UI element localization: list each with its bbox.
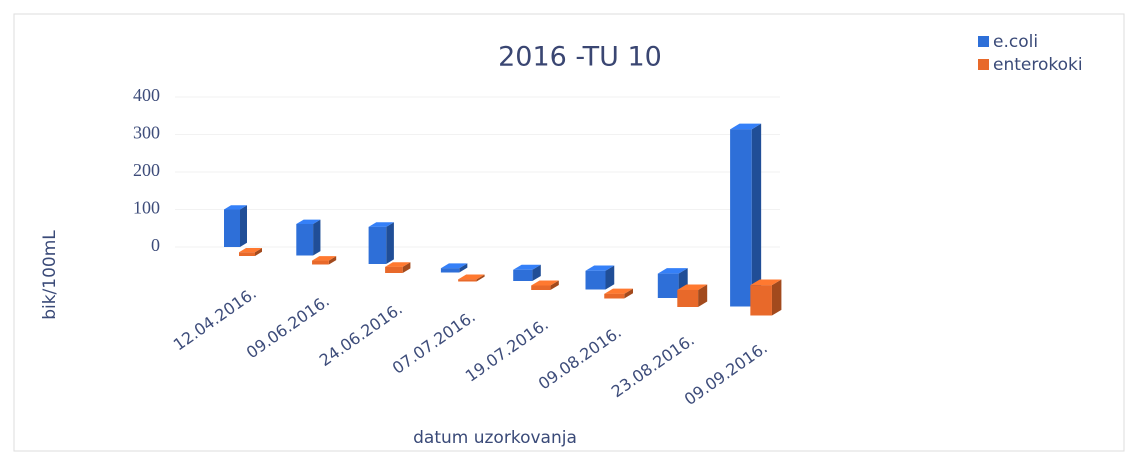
bar-side: [550, 280, 559, 290]
bar-side: [313, 219, 321, 256]
bar: [385, 266, 403, 273]
x-tick-label: 09.09.2016.: [681, 338, 771, 409]
bar: [440, 268, 460, 273]
bar-top: [585, 265, 615, 271]
bar-side: [402, 262, 411, 273]
y-tick-label: 0: [151, 235, 160, 255]
bar: [458, 279, 477, 282]
bar: [312, 260, 329, 265]
legend-label: e.coli: [993, 32, 1038, 52]
bar-top: [368, 222, 394, 227]
bar-top: [385, 262, 411, 267]
bar-side: [240, 205, 247, 247]
y-tick-label: 300: [133, 123, 160, 143]
bar-top: [677, 284, 708, 290]
bar: [730, 129, 752, 307]
bar-top: [750, 279, 782, 286]
bar-top: [224, 205, 247, 210]
bar-top: [296, 219, 321, 224]
bar: [677, 289, 699, 307]
chart-frame: [13, 13, 1125, 452]
bar-top: [312, 256, 337, 261]
chart-title: 2016 -TU 10: [498, 42, 662, 73]
legend-swatch: [978, 59, 989, 70]
bar-side: [476, 274, 485, 282]
legend-label: enterokoki: [993, 55, 1083, 75]
bar-side: [751, 123, 762, 307]
bar-side: [386, 222, 394, 264]
legend-swatch: [978, 36, 989, 47]
y-tick-label: 400: [133, 85, 160, 105]
x-axis-title: datum uzorkovanja: [413, 428, 577, 448]
bar-top: [657, 268, 688, 274]
bar: [513, 269, 533, 281]
bar-side: [532, 264, 541, 281]
bar-top: [239, 248, 262, 253]
bar: [604, 293, 625, 299]
y-tick-label: 200: [133, 160, 160, 180]
bar-top: [458, 274, 485, 280]
y-tick-label: 100: [133, 198, 160, 218]
bar-top: [604, 288, 633, 294]
bar-side: [328, 256, 337, 265]
bar: [239, 252, 255, 256]
bar-top: [531, 280, 559, 286]
bar-side: [771, 279, 782, 316]
bar: [750, 285, 772, 316]
bar-side: [698, 284, 708, 307]
bar: [585, 270, 606, 290]
bar: [531, 285, 551, 290]
bar: [296, 224, 314, 256]
y-axis-title: bik/100mL: [40, 230, 60, 320]
bar: [368, 226, 387, 264]
bar-side: [605, 265, 615, 290]
bar-top: [513, 264, 541, 270]
bar-side: [255, 248, 262, 256]
bar: [657, 273, 679, 298]
bar-side: [624, 288, 633, 299]
bar-top: [440, 263, 468, 269]
bar: [224, 209, 240, 247]
bar-top: [730, 123, 762, 130]
bar-side: [459, 263, 468, 273]
